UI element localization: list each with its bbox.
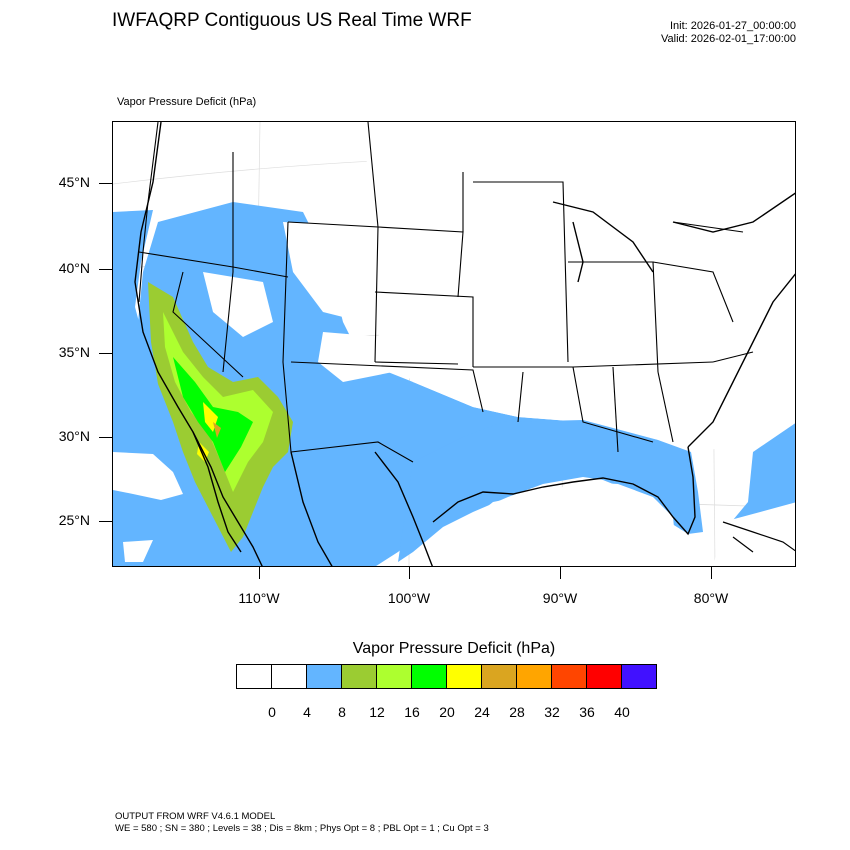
main-title: IWFAQRP Contiguous US Real Time WRF — [112, 10, 472, 31]
colorbar-tick-label: 20 — [439, 704, 455, 720]
state-boundaries — [138, 122, 754, 463]
lat-label-40: 40°N — [58, 260, 90, 276]
colorbar-swatch — [307, 665, 342, 688]
colorbar-tick-label: 32 — [544, 704, 560, 720]
colorbar-tick-label: 40 — [614, 704, 630, 720]
gulf-of-mexico — [443, 482, 678, 566]
lon-tick — [711, 567, 712, 579]
field-title: Vapor Pressure Deficit (hPa) — [117, 96, 257, 108]
lat-tick — [99, 437, 112, 438]
colorbar-swatch — [447, 665, 482, 688]
lat-tick — [99, 353, 112, 354]
colorbar-swatch — [377, 665, 412, 688]
colorbar-tick-label: 16 — [404, 704, 420, 720]
desert-sw-yellowgreen — [163, 312, 273, 492]
pacific-clear-small — [123, 540, 153, 562]
lat-label-30: 30°N — [58, 428, 90, 444]
pacific-clear-area — [113, 452, 183, 500]
colorbar-tick-label: 8 — [338, 704, 346, 720]
colorbar-swatch — [517, 665, 552, 688]
caribbean-islands — [722, 521, 795, 553]
init-time: Init: 2026-01-27_00:00:00 — [670, 20, 796, 32]
colorbar-swatch — [272, 665, 307, 688]
lat-label-45: 45°N — [58, 174, 90, 190]
lat-label-35: 35°N — [58, 344, 90, 360]
lat-label-25: 25°N — [58, 512, 90, 528]
atlantic-clear — [713, 502, 795, 566]
colorbar-swatch — [342, 665, 377, 688]
colorbar-swatch — [622, 665, 656, 688]
colorbar-tick-label: 0 — [268, 704, 276, 720]
colorbar-tick-label: 4 — [303, 704, 311, 720]
map-panel — [112, 121, 796, 567]
coastlines — [134, 122, 795, 566]
lat-tick — [99, 521, 112, 522]
colorbar — [236, 664, 657, 689]
model-info-line2: WE = 580 ; SN = 380 ; Levels = 38 ; Dis … — [115, 823, 489, 834]
colorbar-swatch — [587, 665, 622, 688]
lon-label-100w: 100°W — [387, 590, 431, 606]
colorbar-title: Vapor Pressure Deficit (hPa) — [352, 640, 556, 657]
model-info-line1: OUTPUT FROM WRF V4.6.1 MODEL — [115, 811, 276, 822]
colorbar-swatch — [237, 665, 272, 688]
colorbar-swatch — [482, 665, 517, 688]
lat-tick — [99, 183, 112, 184]
desert-sw-gold — [213, 422, 221, 438]
lon-tick — [259, 567, 260, 579]
colorbar-tick-label: 12 — [369, 704, 385, 720]
colorbar-swatch — [412, 665, 447, 688]
colorbar-tick-label: 24 — [474, 704, 490, 720]
lat-tick — [99, 269, 112, 270]
gulf-coast-vpd — [398, 420, 703, 562]
colorbar-tick-label: 36 — [579, 704, 595, 720]
lon-label-110w: 110°W — [238, 590, 280, 606]
lon-label-80w: 80°W — [693, 590, 729, 606]
central-east-clear — [363, 122, 795, 457]
southern-rockies-clear — [318, 332, 393, 382]
lon-tick — [560, 567, 561, 579]
great-basin-clear — [203, 272, 273, 337]
colorbar-swatch — [552, 665, 587, 688]
lon-label-90w: 90°W — [542, 590, 578, 606]
rockies-clear — [283, 222, 388, 322]
colorbar-tick-label: 28 — [509, 704, 525, 720]
valid-time: Valid: 2026-02-01_17:00:00 — [661, 33, 796, 45]
vpd-map — [113, 122, 795, 566]
lon-tick — [409, 567, 410, 579]
